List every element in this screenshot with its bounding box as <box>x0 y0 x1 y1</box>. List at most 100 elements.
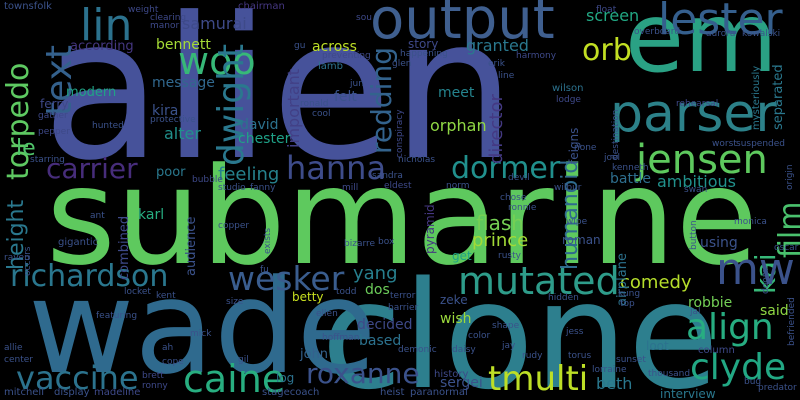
word-lester: lester <box>658 0 783 45</box>
word-jun: jun <box>350 79 364 89</box>
word-raven: raven <box>4 253 30 263</box>
word-robbie: robbie <box>688 295 733 311</box>
word-destination: destination <box>611 109 621 160</box>
word-humanoid: humanoid <box>558 159 583 270</box>
word-screen: screen <box>586 6 640 25</box>
word-devil: devil <box>508 173 530 183</box>
word-pepper: pepper <box>38 127 70 137</box>
word-ah: ah <box>162 343 174 353</box>
word-conspiracy: conspiracy <box>395 109 405 158</box>
word-norm: norm <box>446 181 470 191</box>
word-exists: exists <box>263 227 273 254</box>
word-rusty: rusty <box>498 251 521 261</box>
word-hidden: hidden <box>548 293 579 303</box>
word-story: story <box>408 37 439 51</box>
word-using: using <box>700 235 738 251</box>
word-color: color <box>468 331 491 341</box>
word-separated: separated <box>771 64 786 130</box>
word-beth: beth <box>596 374 633 393</box>
word-stagecoach: stagecoach <box>262 387 320 398</box>
word-vaccine: vaccine <box>16 359 139 397</box>
word-em: em <box>625 0 778 94</box>
word-worst: worst <box>712 139 737 149</box>
word-carrier: carrier <box>46 152 138 185</box>
word-none: none <box>574 143 597 153</box>
word-orphan: orphan <box>430 116 487 135</box>
word-kira: kira <box>152 103 179 119</box>
word-interview: interview <box>660 387 716 400</box>
word-ronny: ronny <box>142 381 168 391</box>
word-alter: alter <box>164 124 201 143</box>
word-eldest: eldest <box>384 181 412 191</box>
word-jal: jal <box>690 307 701 317</box>
word-wilson: wilson <box>552 83 584 94</box>
word-hanna: hanna <box>286 149 387 187</box>
word-wish: wish <box>440 311 472 327</box>
word-befriended: befriended <box>787 297 797 346</box>
word-bubble: bubble <box>192 175 223 185</box>
word-predator: predator <box>758 383 797 393</box>
word-sunset: sunset <box>616 355 646 365</box>
word-hunted: hunted <box>92 121 124 131</box>
word-across: across <box>312 39 357 55</box>
word-sandra: sandra <box>372 171 403 181</box>
word-line: line <box>498 71 515 81</box>
word-paranormal: paranormal <box>410 387 468 398</box>
word-madeline: madeline <box>94 387 141 398</box>
word-ant: ant <box>90 211 105 221</box>
word-aurora: aurora <box>706 29 736 39</box>
word-clone: clone <box>321 250 719 400</box>
word-clearing: clearing <box>150 13 187 23</box>
word-size: size <box>226 297 244 307</box>
word-alien: alien <box>42 0 516 204</box>
word-clyde: clyde <box>690 347 787 388</box>
word-bennett: bennett <box>156 37 211 53</box>
word-woo: woo <box>178 39 256 83</box>
word-sou: sou <box>356 13 372 23</box>
word-torus: torus <box>568 351 592 361</box>
word-rehearsal: rehearsal <box>676 99 719 109</box>
word-lodge: lodge <box>556 95 581 105</box>
word-jay: jay <box>502 341 516 351</box>
word-lamb: lamb <box>318 61 343 72</box>
word-lin: lin <box>80 0 133 51</box>
word-shape: shape <box>492 321 520 331</box>
word-swan: swan <box>684 185 708 195</box>
word-orb: orb <box>582 33 632 68</box>
word-ronnie: ronnie <box>508 203 537 213</box>
word-gil: gil <box>238 355 249 365</box>
word-thousand: thousand <box>648 369 691 379</box>
word-wade: wade <box>28 251 377 400</box>
word-erik: erik <box>488 59 505 69</box>
word-ellen: ellen <box>316 309 338 319</box>
word-fu: fu <box>260 265 269 275</box>
word-gather: gather <box>38 111 68 121</box>
word-protective: protective <box>150 115 196 125</box>
word-cool: cool <box>312 109 331 119</box>
word-meet: meet <box>438 85 475 101</box>
word-suspended: suspended <box>736 139 785 149</box>
word-mysteriously: mysteriously <box>751 65 762 130</box>
word-betty: betty <box>292 290 324 304</box>
word-roman: roman <box>562 233 601 247</box>
word-happening: happening <box>400 49 448 59</box>
word-mw: mw <box>716 244 795 295</box>
word-column: column <box>698 345 735 356</box>
word-daisy: daisy <box>452 345 476 355</box>
word-townsfolk: townsfolk <box>4 1 52 12</box>
word-top: top <box>620 299 635 309</box>
word-jensen: jensen <box>636 137 768 183</box>
word-glen: glen <box>392 59 412 69</box>
word-felt: felt <box>334 89 357 105</box>
word-kung: kung <box>618 289 641 299</box>
word-bug: bug <box>744 377 762 387</box>
word-caine: caine <box>183 357 286 400</box>
word-poor: poor <box>156 165 186 180</box>
word-align: align <box>686 307 774 348</box>
word-mitchell: mitchell <box>4 387 44 398</box>
word-barrier: barrier <box>388 303 419 313</box>
word-richardson: richardson <box>10 259 169 294</box>
word-mutated: mutated <box>458 259 620 303</box>
word-according: according <box>70 39 134 54</box>
word-button: button <box>689 220 699 250</box>
